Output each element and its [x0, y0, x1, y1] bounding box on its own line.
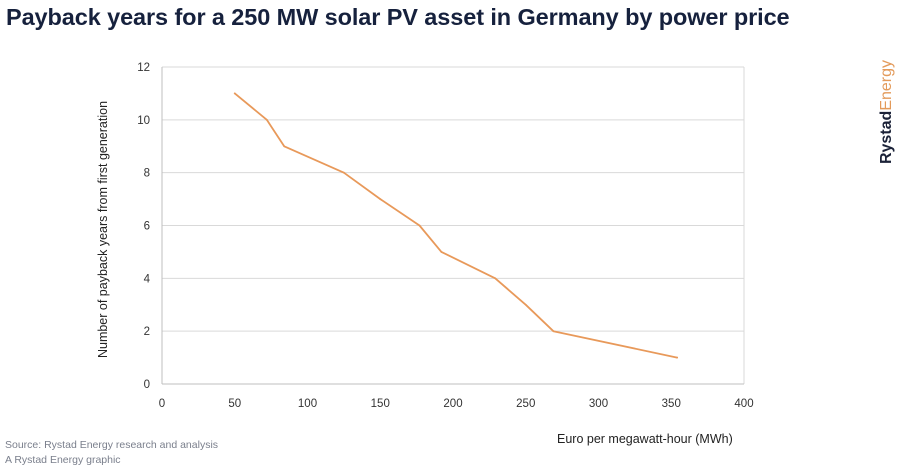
- data-point-0-3: [342, 171, 345, 174]
- x-tick-label-0: 0: [159, 398, 165, 410]
- data-point-0-1: [265, 118, 268, 121]
- y-tick-label-8: 8: [144, 168, 150, 180]
- x-tick-label-150: 150: [371, 398, 390, 410]
- y-tick-label-0: 0: [144, 379, 150, 391]
- data-point-0-6: [440, 251, 443, 253]
- x-tick-label-250: 250: [516, 398, 535, 410]
- x-axis-title: Euro per megawatt-hour (MWh): [557, 432, 733, 446]
- x-tick-label-350: 350: [662, 398, 681, 410]
- y-tick-label-2: 2: [144, 326, 150, 338]
- credit-text: A Rystad Energy graphic: [5, 454, 121, 466]
- y-tick-label-12: 12: [137, 62, 150, 74]
- data-point-0-0: [233, 92, 236, 95]
- source-note: Source: Rystad Energy research and analy…: [5, 438, 218, 468]
- source-text: Source: Rystad Energy research and analy…: [5, 439, 219, 451]
- series-layer: [233, 92, 678, 359]
- tick-labels: 0 2 4 6 8 10 12 0 50 100 150 200 250 300 350 400: [137, 62, 753, 410]
- x-tick-label-200: 200: [443, 398, 462, 410]
- y-tick-label-10: 10: [137, 115, 150, 127]
- gridlines: [162, 66, 745, 384]
- data-point-0-2: [283, 145, 286, 148]
- chart-title: Payback years for a 250 MW solar PV asse…: [6, 4, 790, 30]
- data-point-0-5: [418, 224, 421, 227]
- y-tick-label-6: 6: [144, 221, 150, 233]
- y-axis-title: Number of payback years from first gener…: [96, 101, 110, 358]
- x-tick-label-400: 400: [734, 398, 753, 410]
- data-point-0-9: [552, 330, 555, 333]
- y-tick-label-4: 4: [144, 273, 151, 285]
- x-tick-label-300: 300: [589, 398, 608, 410]
- axes: [161, 67, 744, 385]
- x-tick-label-100: 100: [298, 398, 317, 410]
- data-point-0-4: [379, 198, 382, 200]
- x-tick-label-50: 50: [228, 398, 241, 410]
- data-point-0-10: [676, 356, 678, 359]
- data-point-0-7: [494, 277, 497, 280]
- data-point-0-8: [524, 303, 527, 306]
